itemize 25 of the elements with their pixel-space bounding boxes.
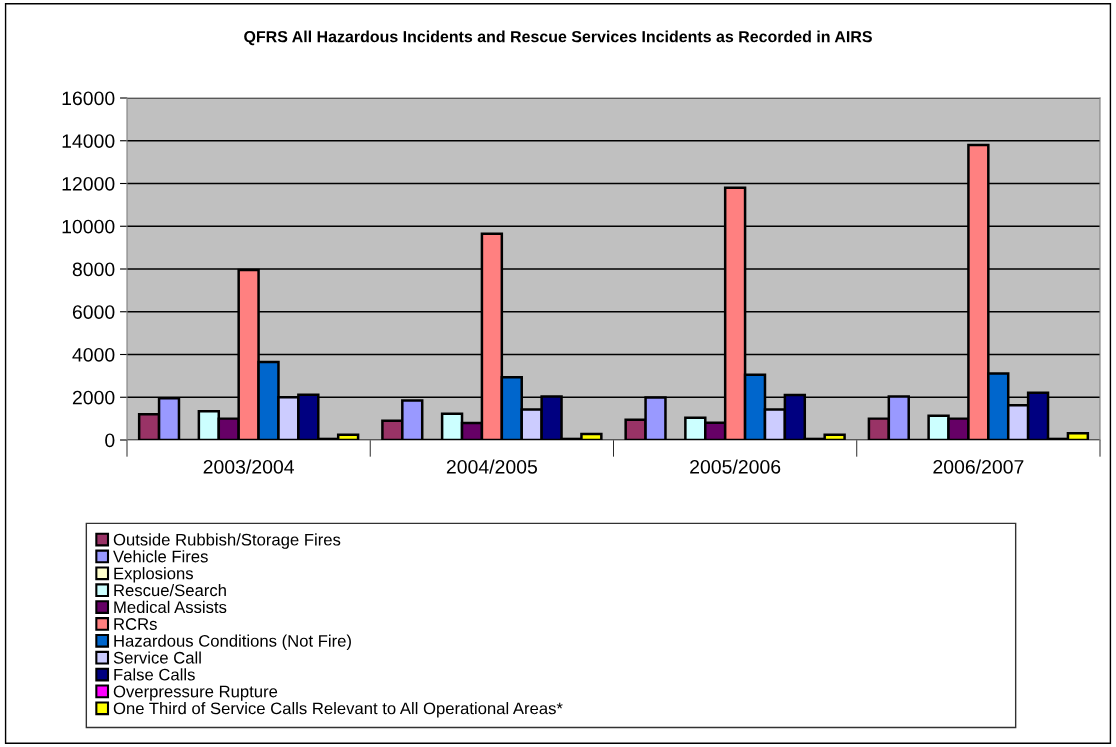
legend-label: Service Call xyxy=(113,651,201,664)
legend-label: RCRs xyxy=(114,618,157,630)
legend-label: Rescue/Search xyxy=(114,583,226,597)
x-tick-label: 2006/2007 xyxy=(933,459,1024,474)
y-tick-label: 2000 xyxy=(72,390,115,405)
legend-label: Overpressure Rupture xyxy=(113,685,278,701)
legend-label: One Third of Service Calls Relevant to All Operational Areas* xyxy=(113,702,563,718)
legend-label: Explosions xyxy=(114,567,193,583)
y-tick-label: 6000 xyxy=(72,305,115,319)
legend-label: Medical Assists xyxy=(114,600,227,614)
legend-label: Hazardous Conditions (Not Fire) xyxy=(114,634,351,651)
x-tick-label: 2003/2004 xyxy=(203,459,295,474)
legend-label: Vehicle Fires xyxy=(113,550,208,563)
y-tick-label: 10000 xyxy=(62,219,115,234)
y-tick-label: 4000 xyxy=(72,347,115,362)
x-tick-label: 2004/2005 xyxy=(446,459,538,474)
y-tick-label: 8000 xyxy=(72,262,115,277)
x-tick-label: 2005/2006 xyxy=(690,459,781,474)
y-tick-label: 0 xyxy=(105,433,115,448)
y-tick-label: 14000 xyxy=(62,134,115,148)
y-tick-label: 16000 xyxy=(62,91,115,106)
chart-title: QFRS All Hazardous Incidents and Rescue Services Incidents as Recorded in AIRS xyxy=(244,30,872,46)
legend-label: Outside Rubbish/Storage Fires xyxy=(113,533,341,549)
y-tick-label: 12000 xyxy=(62,176,115,191)
legend-label: False Calls xyxy=(114,668,195,681)
